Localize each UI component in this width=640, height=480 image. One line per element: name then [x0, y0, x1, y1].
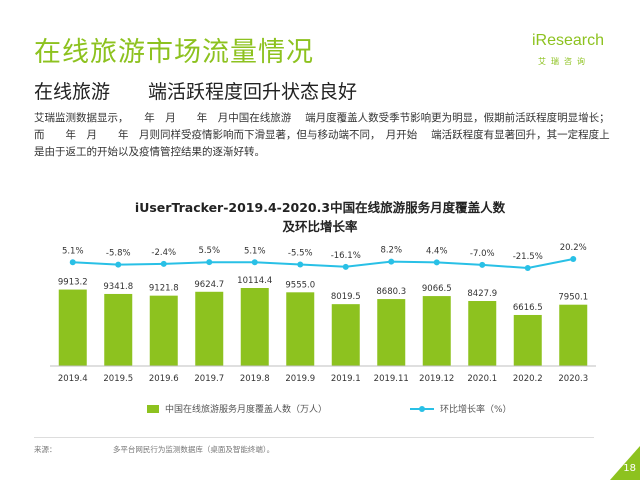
growth-point [570, 256, 577, 262]
source-label: 来源： [34, 445, 57, 454]
page-number: 18 [623, 463, 636, 474]
chart-title-line2: 及环比增长率 [282, 219, 358, 234]
x-tick-label: 2019.7 [194, 374, 224, 384]
x-tick-label: 2020.2 [513, 374, 543, 384]
bar [377, 299, 406, 366]
bar [58, 289, 87, 366]
source-note: 来源： 多平台网民行为监测数据库（桌面及智能终端）。 [34, 444, 274, 455]
chart-title-line1: iUserTracker-2019.4-2020.3中国在线旅游服务月度覆盖人数 [134, 200, 506, 215]
bar-value-label: 6616.5 [513, 303, 543, 313]
growth-value-label: 5.1% [62, 246, 84, 256]
bar-value-label: 9341.8 [103, 282, 133, 292]
growth-value-label: -5.8% [106, 249, 131, 259]
bar-value-label: 9066.5 [422, 284, 452, 294]
bar [149, 295, 178, 366]
bar [104, 293, 133, 366]
growth-point [160, 260, 167, 267]
growth-value-label: 4.4% [426, 246, 448, 256]
x-tick-label: 2020.1 [467, 374, 497, 384]
bar-value-label: 10114.4 [237, 276, 272, 286]
logo-cn: 艾瑞咨询 [538, 57, 590, 66]
bar [513, 314, 542, 366]
x-tick-label: 2019.8 [240, 374, 270, 384]
bar-value-label: 8427.9 [467, 289, 497, 299]
page-title: 在线旅游市场流量情况 [34, 37, 314, 68]
bar-value-label: 7950.1 [558, 293, 588, 303]
x-tick-label: 2019.12 [419, 374, 454, 384]
bar [240, 288, 269, 366]
growth-value-label: -5.5% [288, 249, 313, 259]
bar-value-label: 9624.7 [194, 280, 224, 290]
growth-point [297, 261, 304, 268]
bar [468, 301, 497, 366]
x-tick-label: 2019.5 [103, 374, 133, 384]
source-text: 多平台网民行为监测数据库（桌面及智能终端）。 [112, 445, 275, 454]
growth-value-label: 5.5% [198, 246, 220, 256]
growth-point [479, 261, 486, 268]
bar [559, 304, 588, 366]
page-corner-tab [610, 446, 640, 480]
legend-line-label: 环比增长率（%） [440, 405, 512, 415]
bar-value-label: 9913.2 [58, 278, 88, 288]
growth-point [388, 258, 395, 265]
bar [331, 304, 360, 366]
growth-line [72, 258, 574, 270]
x-tick-label: 2019.1 [331, 374, 361, 384]
growth-value-label: -7.0% [470, 249, 495, 259]
growth-value-label: 5.1% [244, 246, 266, 256]
bar-value-label: 9121.8 [149, 284, 179, 294]
bar [422, 296, 451, 366]
bar-value-label: 8680.3 [376, 287, 406, 297]
growth-value-label: -21.5% [513, 252, 543, 262]
bar [286, 292, 315, 366]
growth-value-label: -16.1% [331, 251, 361, 261]
description-text: 艾瑞监测数据显示， 年 月 年 月中国在线旅游 端月度覆盖人数受季节影响更为明显… [34, 112, 610, 158]
x-tick-label: 2019.9 [285, 374, 315, 384]
x-tick-label: 2019.4 [58, 374, 88, 384]
legend-line-swatch [410, 405, 434, 413]
legend-line: 环比增长率（%） [410, 402, 512, 415]
growth-point [433, 259, 440, 266]
growth-point [524, 265, 531, 271]
bar [195, 291, 224, 366]
footer-divider [34, 437, 594, 438]
growth-point [342, 263, 349, 270]
legend-bar-swatch [147, 404, 159, 413]
growth-value-label: 8.2% [380, 246, 402, 256]
x-tick-label: 2019.11 [374, 374, 409, 384]
bar-value-label: 9555.0 [285, 280, 315, 290]
legend-bar-label: 中国在线旅游服务月度覆盖人数（万人） [165, 405, 328, 415]
growth-point [251, 259, 258, 266]
growth-point [115, 261, 122, 268]
bar-value-label: 8019.5 [331, 292, 361, 302]
x-tick-label: 2020.3 [558, 374, 588, 384]
growth-point [206, 259, 213, 266]
growth-value-label: -2.4% [151, 248, 176, 258]
page-subtitle: 在线旅游 端活跃程度回升状态良好 [34, 81, 358, 103]
x-tick-label: 2019.6 [149, 374, 179, 384]
logo-brand: iResearch [532, 32, 605, 49]
growth-point [69, 259, 76, 266]
iresearch-logo: iResearch 艾瑞咨询 [532, 32, 614, 72]
legend-bar: 中国在线旅游服务月度覆盖人数（万人） [147, 402, 327, 415]
growth-value-label: 20.2% [560, 243, 587, 253]
